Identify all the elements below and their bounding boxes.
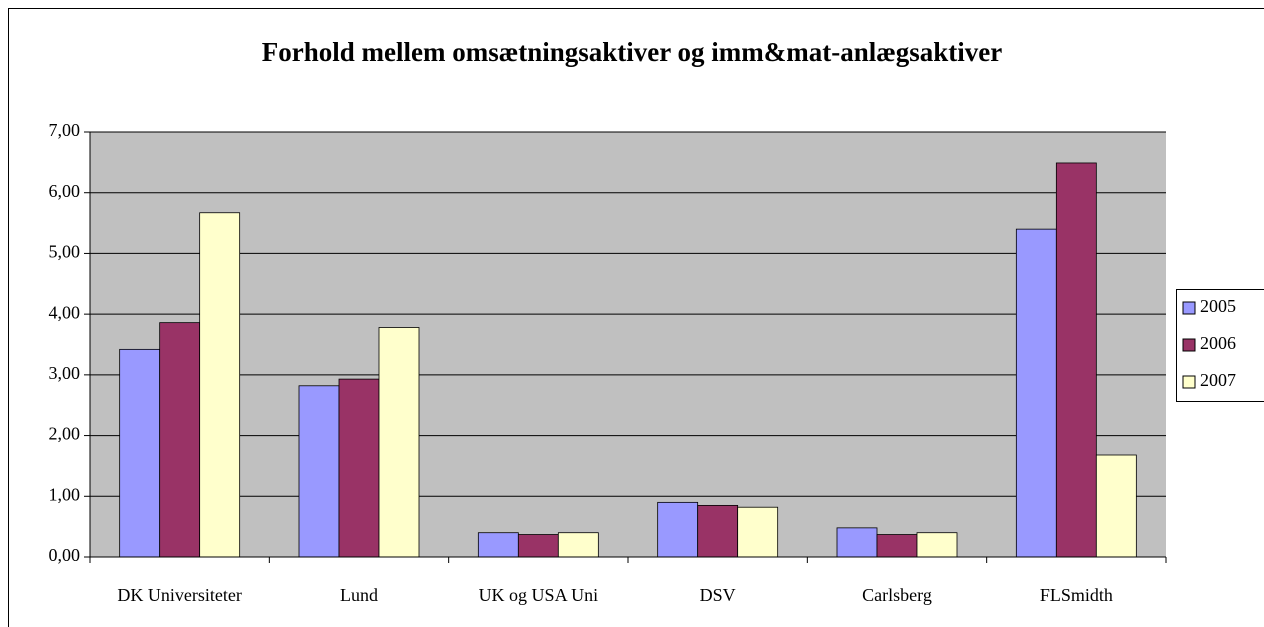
bar	[159, 322, 201, 558]
bar	[378, 327, 420, 558]
bar	[836, 527, 878, 558]
legend-swatch	[1182, 338, 1196, 352]
y-tick-label: 3,00	[49, 363, 81, 383]
bar	[1095, 454, 1137, 558]
legend-label: 2006	[1200, 333, 1236, 353]
bar	[1015, 228, 1057, 558]
bar	[199, 212, 241, 558]
legend-label: 2005	[1200, 296, 1236, 316]
x-tick-label: DSV	[700, 585, 736, 605]
y-tick-label: 1,00	[49, 484, 81, 504]
y-tick-label: 0,00	[49, 545, 81, 565]
bar	[657, 501, 699, 558]
bar	[119, 348, 161, 558]
bar	[916, 532, 958, 558]
bar	[477, 532, 519, 558]
y-tick-label: 7,00	[49, 120, 81, 140]
legend-swatch	[1182, 375, 1196, 389]
x-tick-label: Lund	[340, 585, 378, 605]
bar	[338, 378, 380, 558]
bar	[517, 534, 559, 558]
y-tick-label: 4,00	[49, 302, 81, 322]
plot-area	[90, 132, 1166, 557]
bar	[298, 385, 340, 558]
x-tick-label: FLSmidth	[1040, 585, 1113, 605]
x-tick-label: DK Universiteter	[117, 585, 241, 605]
y-tick-label: 5,00	[49, 242, 81, 262]
bar	[697, 504, 739, 558]
bar	[1055, 162, 1097, 558]
chart-title: Forhold mellem omsætningsaktiver og imm&…	[262, 37, 1002, 67]
bar	[876, 534, 918, 558]
x-tick-label: Carlsberg	[862, 585, 932, 605]
bar	[737, 506, 779, 558]
x-tick-label: UK og USA Uni	[479, 585, 599, 605]
legend-swatch	[1182, 301, 1196, 315]
legend-label: 2007	[1200, 370, 1236, 390]
y-tick-label: 2,00	[49, 424, 81, 444]
bar	[557, 532, 599, 558]
y-tick-label: 6,00	[49, 181, 81, 201]
